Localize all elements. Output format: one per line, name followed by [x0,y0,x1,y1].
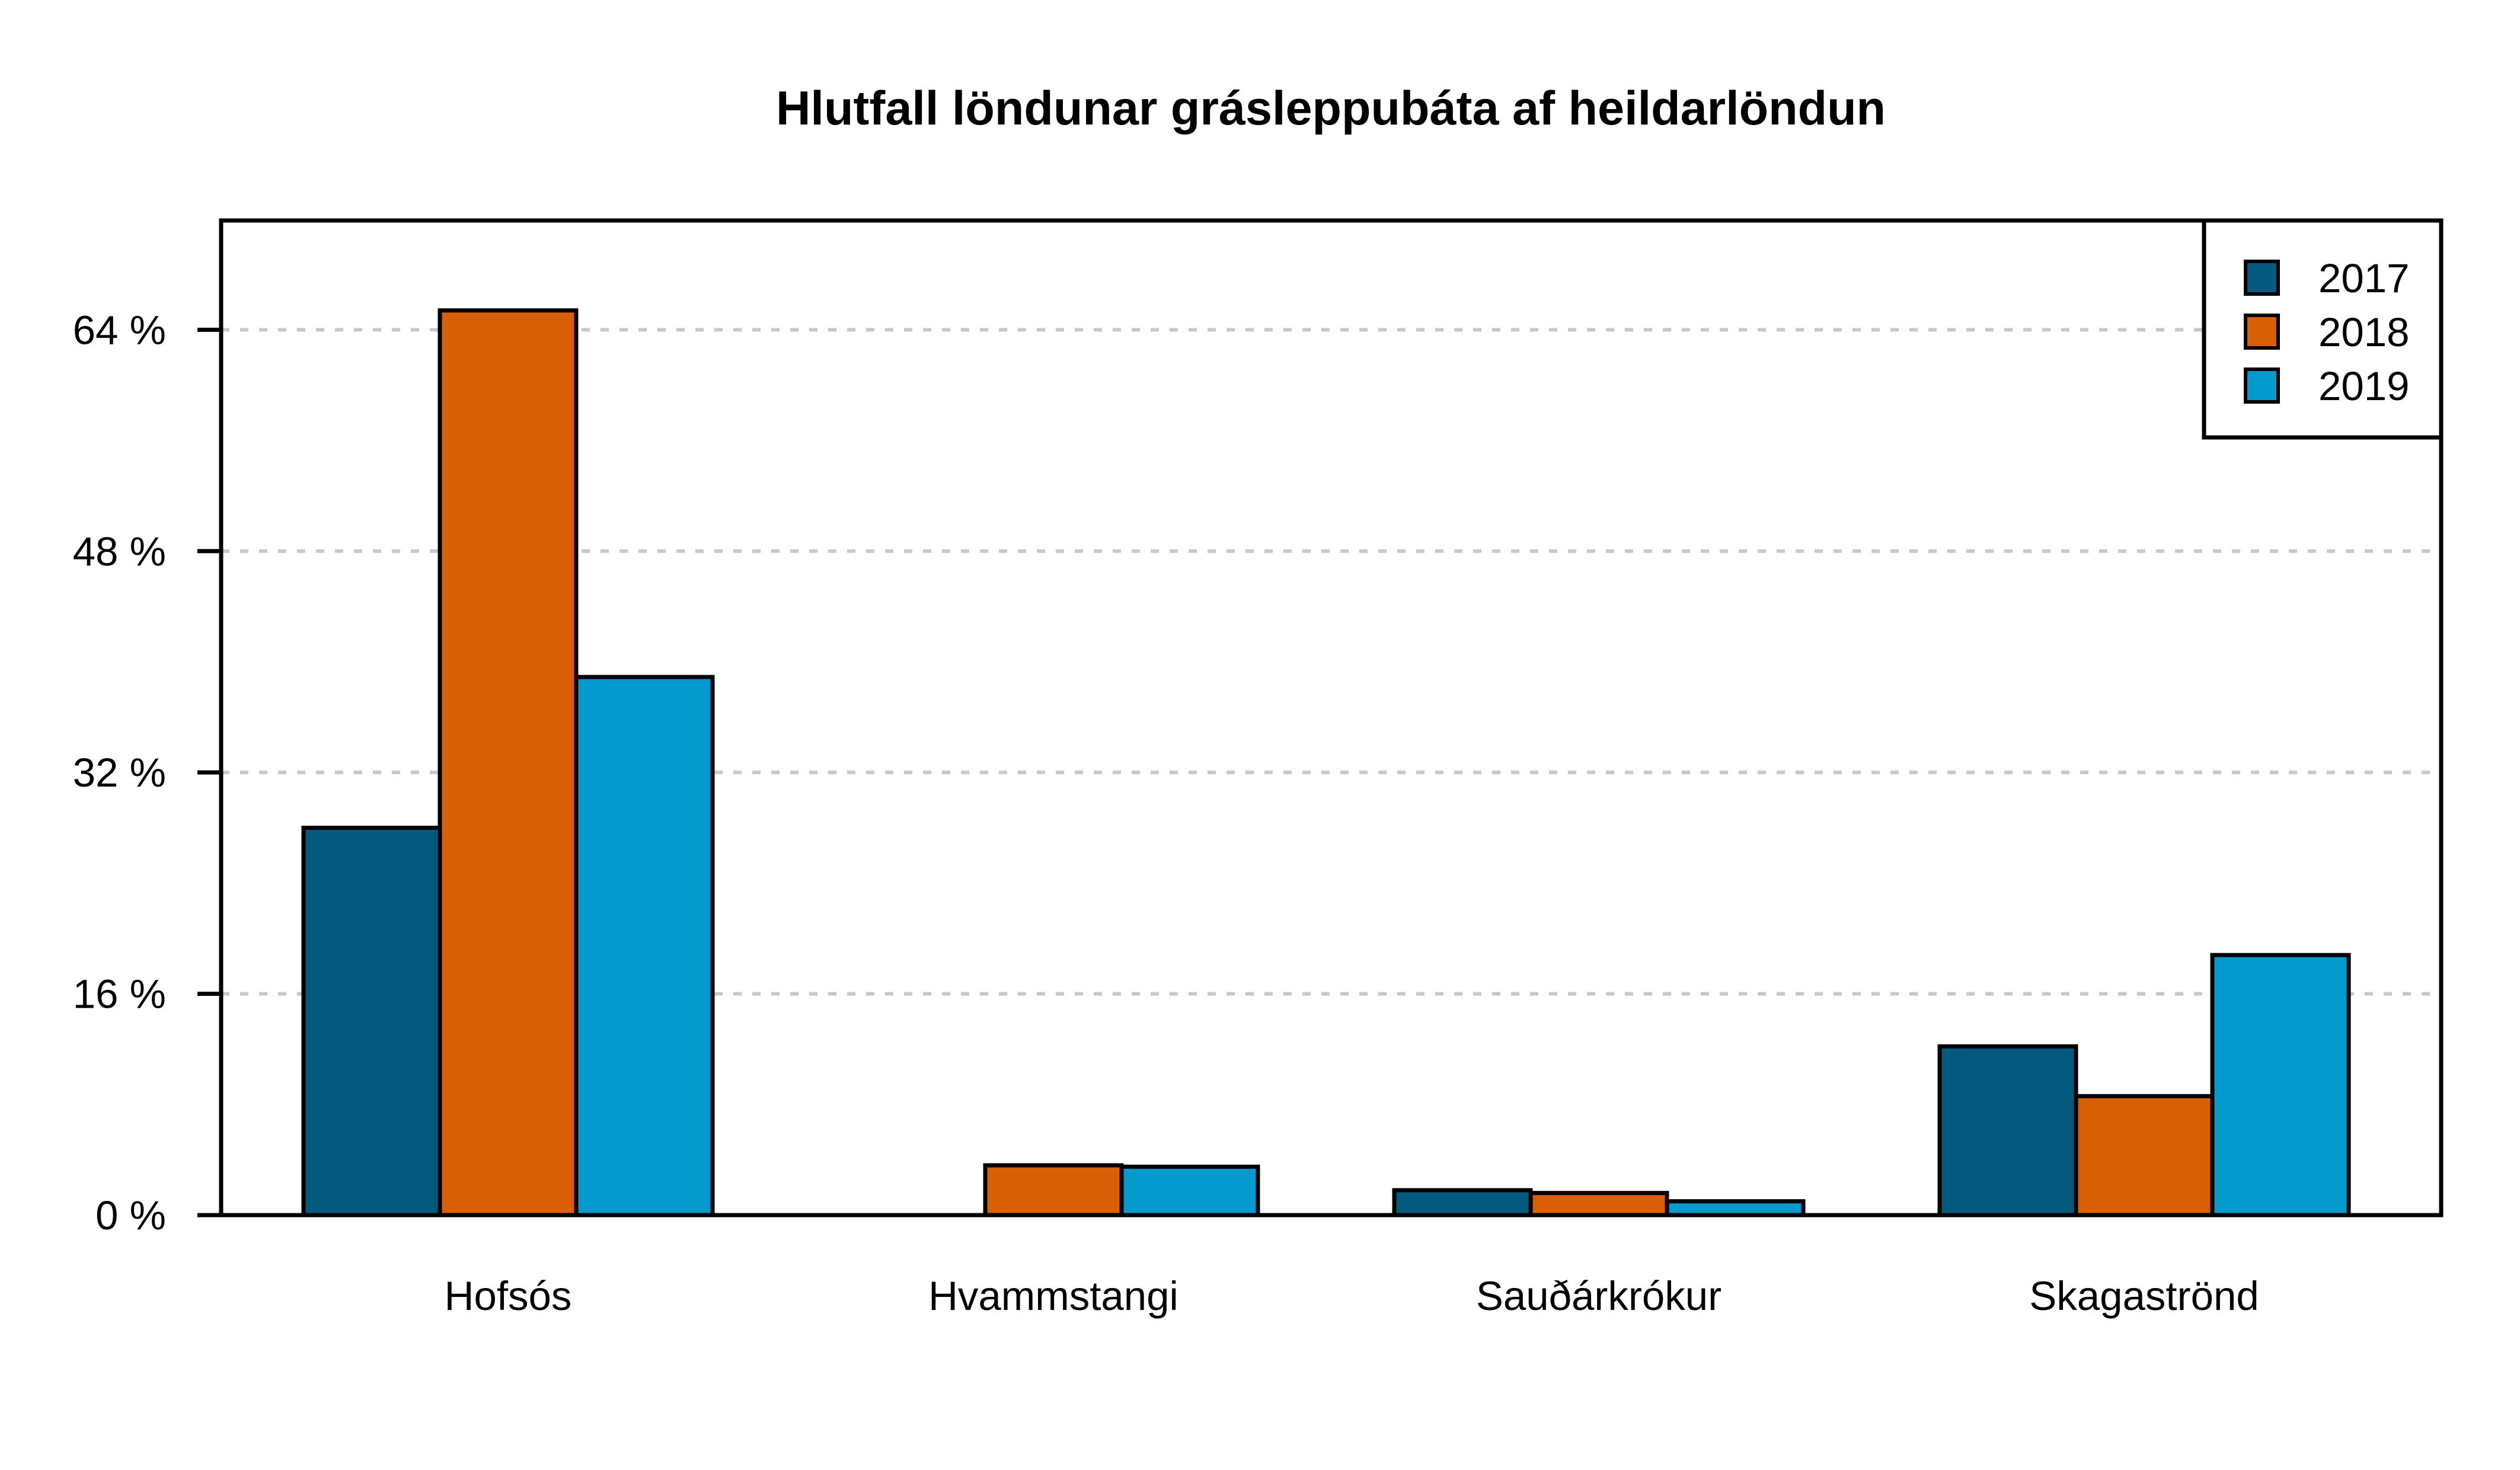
legend: 2017 2018 2019 [2202,218,2444,440]
bar-2018-1 [983,1163,1124,1217]
x-tick-label: Hvammstangi [928,1273,1178,1319]
y-tick-label: 0 % [95,1193,166,1238]
axes: Hofsós Hvammstangi Sauðárkrókur Skagaströnd… [73,218,2444,1319]
legend-box [2202,218,2444,440]
plot-frame [219,218,2444,1217]
x-tick-label: Hofsós [445,1273,572,1319]
legend-swatch-2018 [2244,314,2280,350]
bar-2017-0 [301,826,442,1217]
legend-label-2019: 2019 [2318,363,2410,409]
legend-swatch-2019 [2244,368,2280,404]
bars [301,308,2351,1217]
y-tick-label: 48 % [73,529,166,574]
bar-2017-2 [1392,1188,1533,1217]
legend-label-2017: 2017 [2318,255,2410,301]
bar-2018-2 [1528,1191,1669,1217]
bar-2019-3 [2210,953,2351,1217]
legend-label-2018: 2018 [2318,309,2410,355]
bar-2019-1 [1119,1164,1260,1217]
y-tick-label: 64 % [73,307,166,353]
bar-2018-0 [437,308,579,1217]
bar-2018-3 [2074,1094,2215,1217]
x-tick-label: Skagaströnd [2029,1273,2259,1319]
bar-2017-3 [1937,1044,2078,1217]
bar-2019-2 [1665,1199,1806,1217]
bar-2019-0 [574,675,715,1217]
y-tick-label: 16 % [73,972,166,1017]
y-tick-label: 32 % [73,750,166,795]
x-tick-label: Sauðárkrókur [1476,1273,1721,1319]
legend-swatch-2017 [2244,260,2280,296]
chart-title: Hlutfall löndunar grásleppubáta af heild… [776,82,1886,135]
